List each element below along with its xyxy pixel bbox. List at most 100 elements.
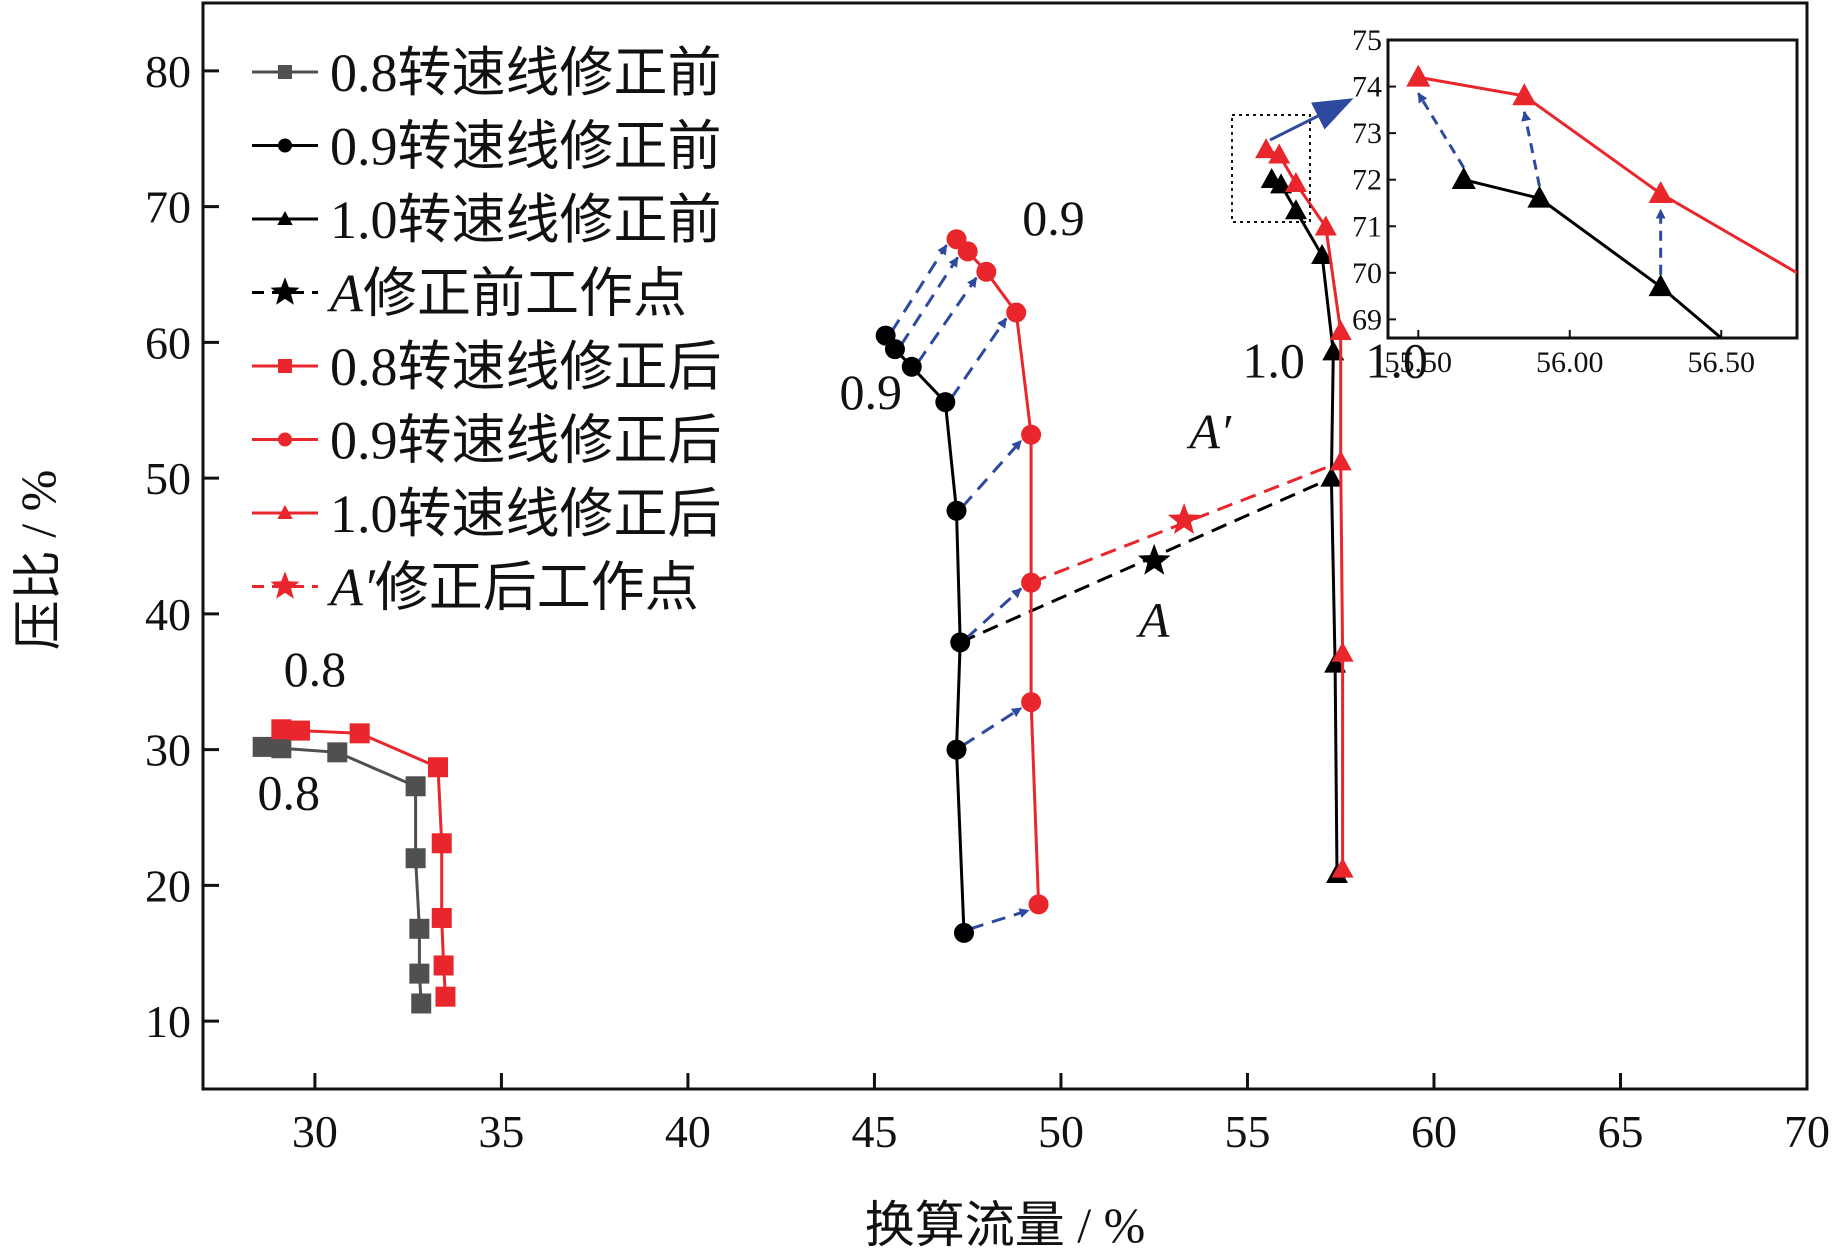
correction-arrow bbox=[899, 256, 959, 346]
data-point-square bbox=[428, 757, 449, 778]
data-point-star bbox=[270, 277, 300, 305]
data-point-triangle bbox=[1270, 173, 1293, 194]
data-point-triangle bbox=[1648, 181, 1673, 204]
data-point-triangle bbox=[1311, 243, 1334, 264]
legend-label: 1.0转速线修正前 bbox=[330, 190, 722, 250]
data-point-square bbox=[431, 907, 452, 928]
inset-y-tick-label: 74 bbox=[1352, 71, 1382, 104]
data-point-circle bbox=[946, 739, 967, 760]
annotation-label: 0.8 bbox=[258, 764, 321, 820]
y-tick-label: 20 bbox=[145, 860, 191, 911]
legend-label-text: 1.0转速线修正前 bbox=[330, 190, 722, 250]
data-point-circle bbox=[976, 261, 997, 282]
data-point-circle bbox=[901, 356, 922, 377]
data-point-triangle bbox=[277, 210, 293, 225]
data-point-triangle bbox=[1324, 652, 1347, 673]
inset-plot bbox=[1406, 64, 1797, 338]
annotation-label: 0.8 bbox=[284, 641, 347, 697]
x-tick-label: 65 bbox=[1597, 1106, 1643, 1157]
legend-label-prefix: A′ bbox=[327, 558, 376, 618]
correction-arrow bbox=[969, 908, 1030, 931]
x-tick-label: 35 bbox=[478, 1106, 524, 1157]
plot-frame bbox=[201, 1, 1809, 1091]
data-point-triangle bbox=[1331, 857, 1354, 878]
legend-label: 0.8转速线修正后 bbox=[330, 337, 722, 397]
legend-label-text: 1.0转速线修正后 bbox=[330, 484, 722, 544]
data-point-square bbox=[431, 833, 452, 854]
data-point-triangle bbox=[1512, 83, 1537, 106]
correction-arrow bbox=[961, 439, 1023, 508]
y-tick-label: 30 bbox=[145, 725, 191, 776]
inset-y-tick-label: 71 bbox=[1352, 210, 1382, 243]
series-line bbox=[884, 334, 966, 933]
data-point-square bbox=[405, 776, 426, 797]
data-point-square bbox=[278, 359, 292, 373]
legend-label-text: 0.9转速线修正前 bbox=[330, 117, 722, 177]
series-line bbox=[1270, 178, 1339, 875]
x-tick-label: 40 bbox=[665, 1106, 711, 1157]
legend-label: 1.0转速线修正后 bbox=[330, 484, 722, 544]
legend-label-text: 0.8转速线修正后 bbox=[330, 337, 722, 397]
data-point-triangle bbox=[1331, 641, 1354, 662]
inset-ticks: 55.50 56.00 56.50 69 70 71 72 73 74 75 bbox=[1352, 24, 1755, 379]
data-point-square bbox=[252, 736, 273, 757]
series-group bbox=[252, 138, 1354, 1014]
y-tick-label: 40 bbox=[145, 589, 191, 640]
annotation-label: A′ bbox=[1186, 403, 1232, 459]
y-tick-label: 80 bbox=[145, 46, 191, 97]
zoom-arrow bbox=[1269, 98, 1354, 142]
correction-arrow bbox=[961, 706, 1022, 747]
inset-frame bbox=[1386, 38, 1799, 340]
data-point-square bbox=[271, 738, 292, 759]
legend-label: A修正前工作点 bbox=[327, 264, 687, 324]
data-point-circle bbox=[935, 392, 956, 413]
correction-arrow bbox=[965, 587, 1023, 640]
data-point-circle bbox=[884, 339, 905, 360]
data-point-star bbox=[1167, 503, 1201, 534]
legend: 0.8转速线修正前 0.9转速线修正前 1.0转速线修正前 A修正前工作点 0.8转速线… bbox=[252, 43, 722, 618]
data-point-circle bbox=[1028, 894, 1049, 915]
data-point-triangle bbox=[1284, 172, 1307, 193]
data-point-circle bbox=[1006, 302, 1027, 323]
annotation-label: 1.0 bbox=[1365, 333, 1428, 389]
correction-arrow bbox=[916, 276, 978, 364]
operating-line-after bbox=[1030, 460, 1342, 585]
correction-arrow bbox=[890, 244, 948, 333]
data-point-triangle bbox=[1322, 340, 1345, 361]
inset-x-tick-label: 56.50 bbox=[1688, 346, 1756, 379]
data-point-triangle bbox=[277, 504, 293, 519]
data-point-star bbox=[270, 571, 300, 599]
data-point-square bbox=[271, 719, 292, 740]
correction-arrow bbox=[950, 317, 1008, 399]
data-point-circle bbox=[1021, 572, 1042, 593]
y-tick-label: 60 bbox=[145, 317, 191, 368]
data-point-triangle bbox=[1329, 320, 1352, 341]
legend-label-text: 修正后工作点 bbox=[375, 558, 699, 618]
data-point-triangle bbox=[1406, 64, 1431, 87]
data-point-triangle bbox=[1451, 167, 1476, 190]
data-point-star bbox=[1137, 543, 1171, 575]
inset-correction-arrow bbox=[1521, 110, 1541, 187]
data-point-triangle bbox=[1268, 143, 1291, 164]
legend-label: 0.9转速线修正前 bbox=[330, 117, 722, 177]
data-point-triangle bbox=[1527, 185, 1552, 208]
y-tick-label: 70 bbox=[145, 182, 191, 233]
data-point-circle bbox=[950, 632, 971, 653]
legend-label: A′修正后工作点 bbox=[327, 558, 699, 618]
data-point-circle bbox=[278, 432, 292, 447]
legend-label: 0.8转速线修正前 bbox=[330, 43, 722, 103]
annotation-label: A bbox=[1136, 592, 1170, 648]
x-tick-label: 55 bbox=[1224, 1106, 1270, 1157]
data-point-circle bbox=[278, 138, 292, 153]
annotation-label: 1.0 bbox=[1242, 333, 1305, 389]
inset-y-tick-label: 73 bbox=[1352, 117, 1382, 150]
data-point-square bbox=[435, 986, 456, 1007]
data-point-square bbox=[409, 963, 430, 984]
data-point-triangle bbox=[1320, 466, 1343, 487]
legend-label-text: 0.9转速线修正后 bbox=[330, 411, 722, 471]
correction-arrows bbox=[890, 244, 1030, 931]
y-tick-label: 50 bbox=[145, 453, 191, 504]
axis-ticks: 30 35 40 45 50 55 60 65 70 10 20 30 40 50 60 70 80 bbox=[145, 46, 1830, 1157]
data-point-square bbox=[405, 848, 426, 869]
data-point-triangle bbox=[1284, 199, 1307, 220]
